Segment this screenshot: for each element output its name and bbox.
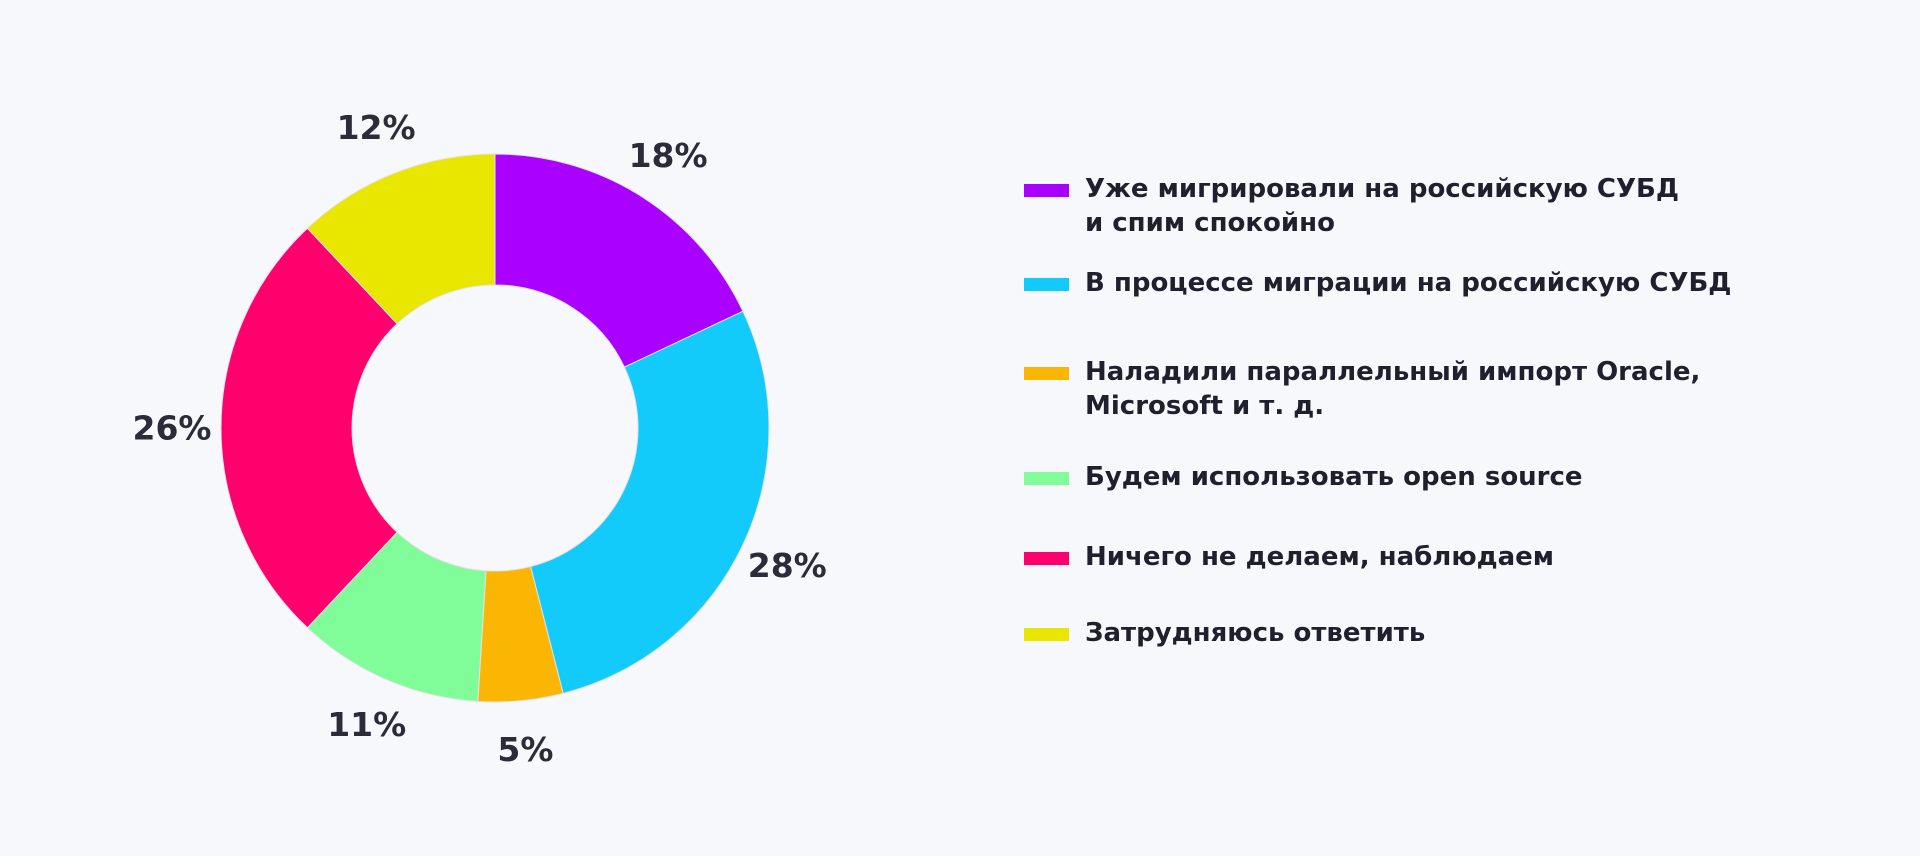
legend-swatch-0 <box>1024 184 1069 197</box>
donut-slices <box>220 153 770 703</box>
slice-value-label-2: 5% <box>497 730 553 769</box>
legend-item-5: Затрудняюсь ответить <box>1024 616 1865 650</box>
legend-swatch-4 <box>1024 552 1069 565</box>
legend-label-4: Ничего не делаем, наблюдаем <box>1085 542 1555 572</box>
legend: Уже мигрировали на российскую СУБД и спи… <box>1024 0 1904 856</box>
legend-swatch-3 <box>1024 472 1069 485</box>
legend-swatch-5 <box>1024 628 1069 641</box>
legend-item-3: Будем использовать open source <box>1024 460 1865 494</box>
legend-label-0: Уже мигрировали на российскую СУБД и спи… <box>1085 174 1680 238</box>
slice-value-labels: 18% 28% 5% 11% 26% 12% <box>133 108 827 769</box>
legend-swatch-1 <box>1024 278 1069 291</box>
slice-value-label-5: 12% <box>337 108 416 147</box>
legend-label-5: Затрудняюсь ответить <box>1085 618 1426 648</box>
slice-value-label-4: 26% <box>133 409 212 448</box>
legend-label-2: Наладили параллельный импорт Oracle, Mic… <box>1085 357 1701 421</box>
legend-label-1: В процессе миграции на российскую СУБД <box>1085 268 1732 298</box>
donut-slice-5 <box>306 153 496 325</box>
donut-slice-1 <box>529 310 770 695</box>
slice-value-label-1: 28% <box>748 546 827 585</box>
legend-label-3: Будем использовать open source <box>1085 462 1583 492</box>
legend-item-4: Ничего не делаем, наблюдаем <box>1024 540 1865 574</box>
slice-value-label-3: 11% <box>327 705 406 744</box>
legend-item-2: Наладили параллельный импорт Oracle, Mic… <box>1024 355 1865 423</box>
legend-item-0: Уже мигрировали на российскую СУБД и спи… <box>1024 172 1865 240</box>
donut-slice-0 <box>494 153 744 368</box>
legend-swatch-2 <box>1024 367 1069 380</box>
legend-item-1: В процессе миграции на российскую СУБД <box>1024 266 1865 300</box>
slice-value-label-0: 18% <box>629 136 708 175</box>
donut-slice-4 <box>220 227 398 629</box>
